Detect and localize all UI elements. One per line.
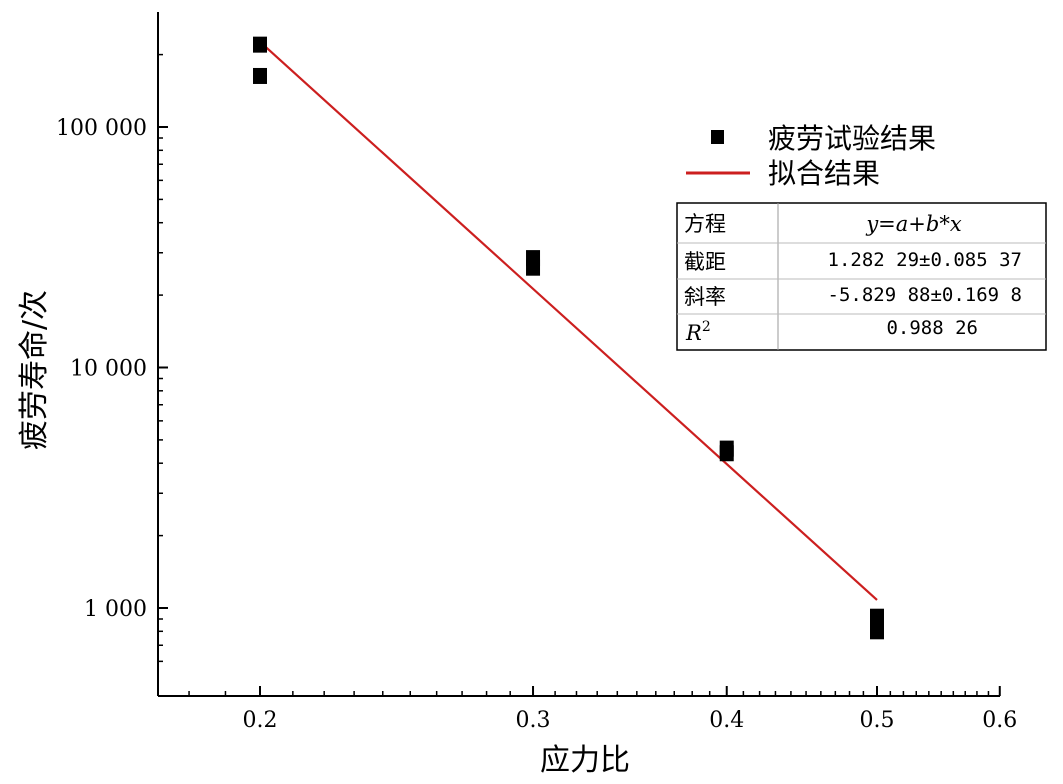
scatter-point [526, 259, 541, 276]
x-ticks: 0.2 0.3 0.4 0.5 0.6 [243, 686, 1017, 733]
fit-table-label-equation: 方程 [684, 212, 726, 236]
fit-table-value-r2: 0.988 26 [886, 317, 978, 339]
scatter-points [253, 36, 884, 640]
fit-table-label-r2: R2 [685, 319, 711, 345]
fit-line [259, 41, 878, 601]
fit-table-label-r: R [685, 321, 702, 345]
scatter-point [870, 608, 884, 625]
legend-label-line: 拟合结果 [768, 157, 880, 190]
legend-label-scatter: 疲劳试验结果 [768, 122, 936, 155]
y-tick-label: 100 000 [56, 116, 147, 141]
fit-table-label-slope: 斜率 [684, 285, 726, 309]
fit-table: 方程 y=a+b*x 截距 1.282 29±0.085 37 斜率 -5.82… [676, 202, 1047, 351]
fit-table-label-intercept: 截距 [684, 250, 726, 274]
scatter-point [253, 67, 267, 84]
y-axis-title: 疲劳寿命/次 [17, 290, 52, 450]
y-tick-label: 10 000 [70, 357, 147, 382]
x-tick-label: 0.5 [860, 708, 895, 733]
fit-table-label-r-sup: 2 [702, 319, 711, 335]
x-tick-label: 0.3 [516, 708, 551, 733]
x-tick-label: 0.4 [709, 708, 744, 733]
x-tick-label: 0.6 [982, 708, 1017, 733]
fit-table-border [676, 202, 1047, 351]
legend: 疲劳试验结果 拟合结果 [686, 122, 936, 190]
legend-marker-scatter [711, 130, 724, 144]
scatter-point [870, 623, 884, 640]
axes [157, 12, 1000, 697]
x-axis-title: 应力比 [540, 743, 630, 778]
fit-table-value-intercept: 1.282 29±0.085 37 [828, 249, 1022, 271]
scatter-point [253, 36, 267, 53]
y-tick-label: 1 000 [84, 597, 147, 622]
scatter-point [719, 445, 734, 462]
y-ticks: 1 000 10 000 100 000 [56, 116, 168, 622]
fit-table-value-equation: y=a+b*x [865, 212, 962, 236]
fit-line-layer [259, 41, 878, 601]
fit-table-value-slope: -5.829 88±0.169 8 [828, 284, 1022, 306]
x-tick-label: 0.2 [243, 708, 278, 733]
